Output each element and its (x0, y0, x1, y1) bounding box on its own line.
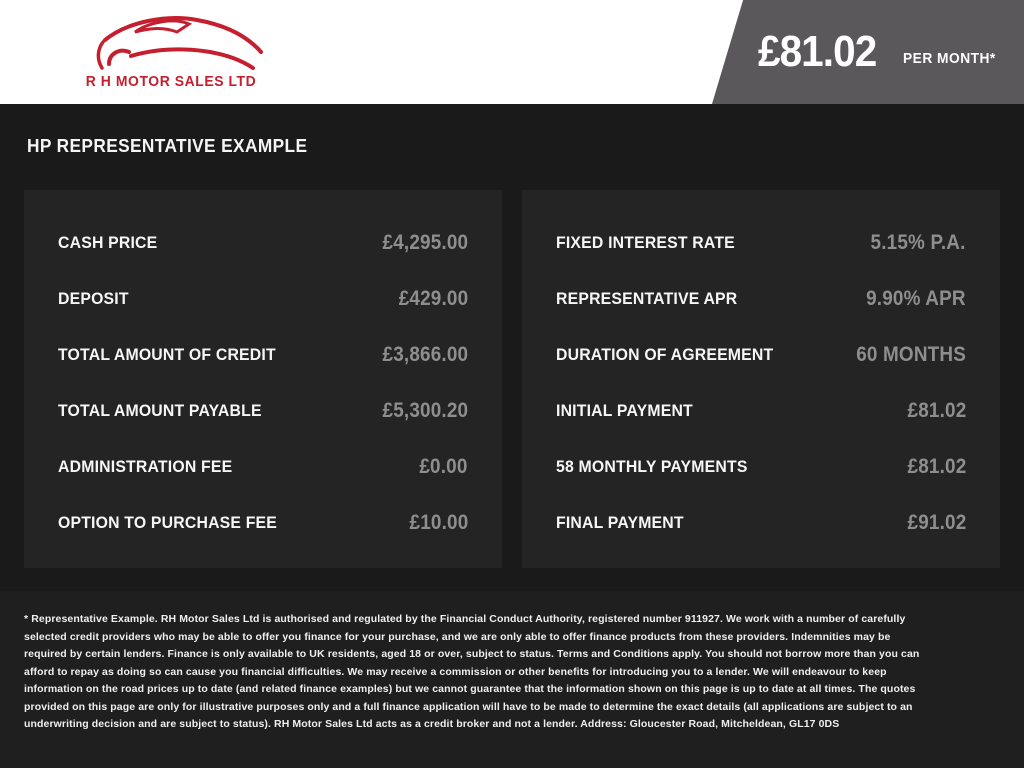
finance-row: TOTAL AMOUNT OF CREDIT £3,866.00 (58, 327, 468, 383)
dealer-name: R H MOTOR SALES LTD (85, 74, 257, 90)
finance-row: DEPOSIT £429.00 (58, 271, 468, 327)
row-value: £81.02 (907, 455, 966, 478)
header-bar: R H MOTOR SALES LTD £81.02 PER MONTH* (0, 0, 1024, 104)
row-value: 9.90% APR (866, 287, 966, 310)
representative-example-disclaimer: * Representative Example. RH Motor Sales… (24, 613, 920, 730)
footer-disclaimer-section: * Representative Example. RH Motor Sales… (0, 591, 1024, 768)
row-label: ADMINISTRATION FEE (58, 457, 233, 476)
row-label: 58 MONTHLY PAYMENTS (556, 457, 748, 476)
finance-row: INITIAL PAYMENT £81.02 (556, 383, 966, 439)
row-value: £81.02 (907, 399, 966, 422)
row-value: £4,295.00 (382, 231, 468, 254)
price-period-label: PER MONTH* (902, 51, 996, 67)
finance-panel-right: FIXED INTEREST RATE 5.15% P.A. REPRESENT… (522, 190, 1000, 568)
finance-example-section: HP REPRESENTATIVE EXAMPLE CASH PRICE £4,… (0, 104, 1024, 591)
row-value: £10.00 (409, 511, 468, 534)
row-value: £0.00 (419, 455, 468, 478)
row-value: 5.15% P.A. (871, 231, 966, 254)
page-title: HP REPRESENTATIVE EXAMPLE (27, 136, 308, 156)
finance-panel-left: CASH PRICE £4,295.00 DEPOSIT £429.00 TOT… (24, 190, 502, 568)
finance-row: CASH PRICE £4,295.00 (58, 215, 468, 271)
finance-row: REPRESENTATIVE APR 9.90% APR (556, 271, 966, 327)
finance-row: TOTAL AMOUNT PAYABLE £5,300.20 (58, 383, 468, 439)
row-value: £91.02 (907, 511, 966, 534)
row-label: DEPOSIT (58, 289, 129, 308)
finance-row: OPTION TO PURCHASE FEE £10.00 (58, 495, 468, 551)
price-banner: £81.02 PER MONTH* (711, 0, 1024, 104)
row-label: DURATION OF AGREEMENT (556, 345, 774, 364)
row-label: OPTION TO PURCHASE FEE (58, 513, 278, 532)
row-label: TOTAL AMOUNT PAYABLE (58, 401, 262, 420)
row-value: £3,866.00 (382, 343, 468, 366)
row-value: 60 MONTHS (856, 343, 966, 366)
row-label: FINAL PAYMENT (556, 513, 684, 532)
row-label: REPRESENTATIVE APR (556, 289, 738, 308)
row-label: FIXED INTEREST RATE (556, 233, 735, 252)
row-value: £5,300.20 (382, 399, 468, 422)
row-label: INITIAL PAYMENT (556, 401, 693, 420)
dealer-logo: R H MOTOR SALES LTD (75, 6, 275, 98)
row-label: TOTAL AMOUNT OF CREDIT (58, 345, 276, 364)
row-value: £429.00 (398, 287, 468, 310)
finance-row: FINAL PAYMENT £91.02 (556, 495, 966, 551)
finance-row: DURATION OF AGREEMENT 60 MONTHS (556, 327, 966, 383)
car-outline-icon (96, 16, 263, 70)
finance-row: FIXED INTEREST RATE 5.15% P.A. (556, 215, 966, 271)
row-label: CASH PRICE (58, 233, 158, 252)
finance-row: ADMINISTRATION FEE £0.00 (58, 439, 468, 495)
finance-panels: CASH PRICE £4,295.00 DEPOSIT £429.00 TOT… (24, 190, 1000, 568)
finance-row: 58 MONTHLY PAYMENTS £81.02 (556, 439, 966, 495)
price-per-month: £81.02 (758, 27, 877, 76)
